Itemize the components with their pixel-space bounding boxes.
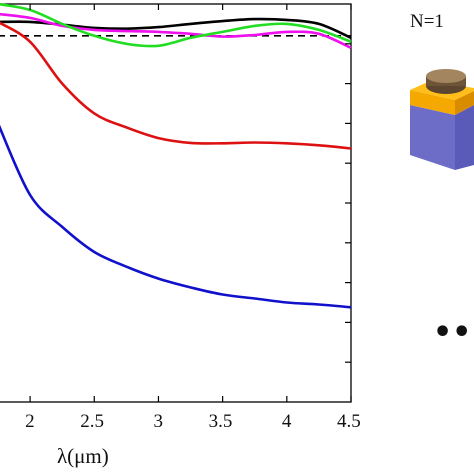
series-line-5 bbox=[0, 124, 352, 309]
gold-layer-side bbox=[455, 91, 474, 115]
block-side-face bbox=[455, 105, 474, 170]
inset-label: N=1 bbox=[410, 11, 444, 32]
x-tick-label: 3 bbox=[153, 411, 163, 432]
x-tick-label: 2 bbox=[25, 411, 35, 432]
series-line-1 bbox=[0, 17, 352, 39]
x-tick-label: 4 bbox=[282, 411, 292, 432]
series-line-2 bbox=[0, 12, 352, 49]
x-tick-label: 4.5 bbox=[337, 411, 361, 432]
series-layer bbox=[0, 3, 352, 309]
x-axis-title: λ(μm) bbox=[57, 444, 109, 468]
plot-frame bbox=[0, 3, 352, 403]
gold-layer-front bbox=[410, 90, 455, 115]
block-front-face bbox=[410, 105, 455, 170]
series-line-3 bbox=[0, 3, 352, 48]
x-tick-label: 3.5 bbox=[209, 411, 233, 432]
inset-diagram: N=1 ••• bbox=[410, 11, 474, 350]
cap-top bbox=[426, 69, 466, 83]
plot-area: 2 2.5 3 3.5 4 4.5 bbox=[0, 3, 361, 432]
tick-layer: 2 2.5 3 3.5 4 4.5 bbox=[25, 4, 361, 432]
series-line-4 bbox=[0, 21, 352, 150]
x-tick-label: 2.5 bbox=[80, 411, 104, 432]
y-tick-layer bbox=[345, 43, 351, 363]
ellipsis-dots: ••• bbox=[433, 315, 474, 350]
